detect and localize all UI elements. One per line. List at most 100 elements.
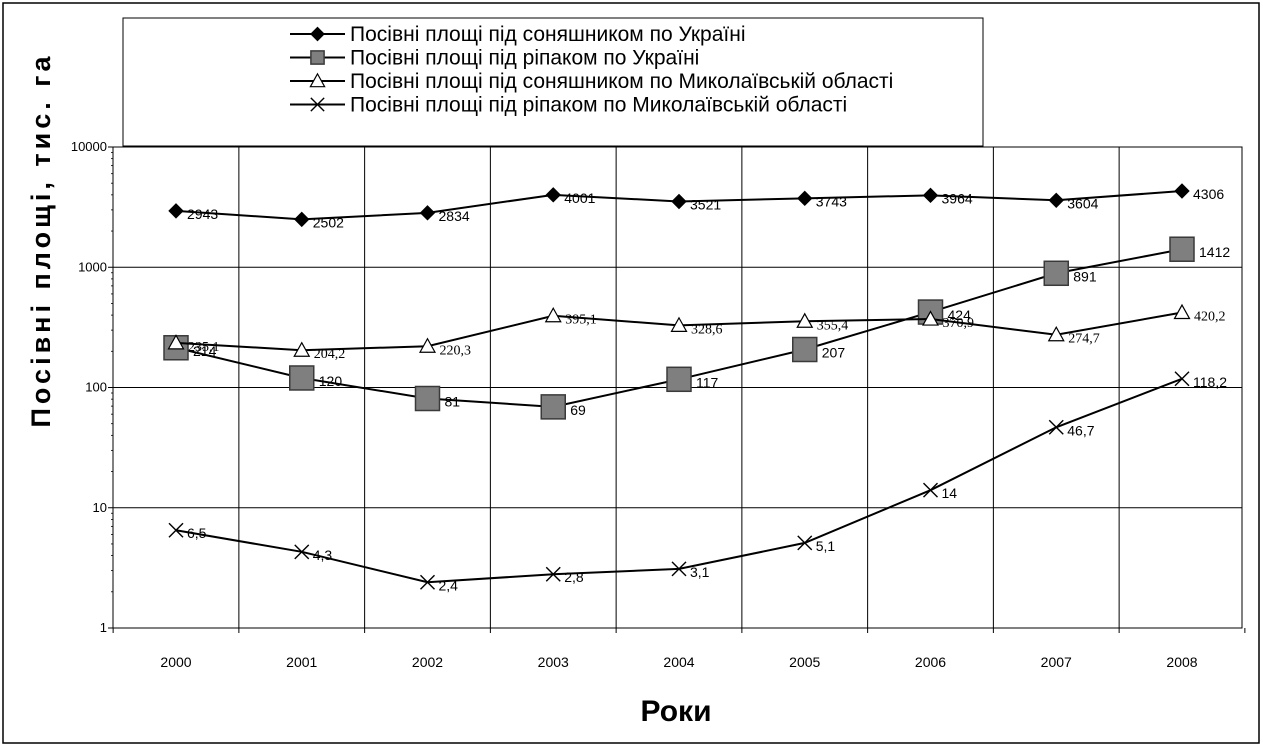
x-tick-label: 2007: [1041, 654, 1072, 670]
point-marker-stroke: [923, 482, 938, 498]
legend-item-1: Посівні площі під соняшником по Україні: [290, 23, 746, 46]
data-label: 395,1: [565, 313, 597, 328]
point-marker: [1048, 419, 1064, 435]
legend-label: Посівні площі під соняшником по Україні: [350, 23, 746, 46]
point-marker: [797, 535, 813, 551]
legend-label: Посівні площі під ріпаком по Миколаївськ…: [350, 94, 847, 117]
x-axis: 2000 2001 2002 2003 2004 2005 2006 2007 2008: [112, 628, 1246, 670]
point-marker-stroke: [1174, 371, 1190, 387]
point-marker: [293, 341, 311, 357]
point-marker-stroke: [1048, 419, 1064, 435]
y-tick-label: 10: [93, 500, 107, 515]
point-marker: [1047, 325, 1065, 342]
data-label: 5,1: [816, 538, 836, 554]
x-axis-title: Роки: [640, 695, 711, 728]
series-2: 214 120 81 69 117 207 424 891 1412: [163, 236, 1230, 420]
data-label: 214: [193, 343, 217, 359]
data-label: 2,8: [564, 569, 584, 585]
x-tick-label: 2003: [538, 654, 569, 670]
point-marker: [294, 211, 310, 228]
point-marker: [310, 97, 325, 112]
legend-item-3: Посівні площі під соняшником по Миколаїв…: [290, 70, 893, 93]
point-marker: [671, 193, 687, 210]
data-label: 3743: [816, 193, 847, 209]
point-marker: [671, 561, 687, 577]
point-marker: [310, 50, 325, 65]
data-label: 891: [1073, 268, 1097, 284]
point-marker-stroke: [797, 535, 813, 551]
point-marker: [420, 574, 435, 590]
point-marker: [1174, 371, 1190, 387]
data-label: 1412: [1199, 244, 1230, 260]
point-marker-stroke: [671, 561, 687, 577]
data-label: 6,5: [187, 525, 207, 541]
data-label: 81: [445, 394, 461, 410]
point-marker: [1169, 236, 1195, 262]
point-marker: [545, 187, 561, 203]
y-tick-label: 1000: [78, 259, 107, 274]
x-tick-label: 2001: [286, 654, 317, 670]
y-tick-label: 100: [85, 380, 107, 395]
legend-label: Посівні площі під соняшником по Миколаїв…: [350, 70, 893, 93]
point-marker: [1043, 260, 1069, 287]
legend: Посівні площі під соняшником по Україні П…: [290, 23, 893, 117]
data-label: 118,2: [1193, 374, 1227, 390]
data-label: 3604: [1067, 195, 1098, 211]
point-marker: [414, 385, 441, 412]
point-marker: [309, 72, 326, 88]
point-marker: [796, 312, 814, 328]
point-marker: [1174, 183, 1190, 199]
data-label: 2502: [313, 214, 344, 230]
data-label: 2943: [187, 206, 218, 222]
point-marker: [922, 187, 939, 204]
data-label: 328,6: [691, 322, 723, 337]
series-1: 2943 2502 2834 4001 3521 3743 3964 3604 4306: [168, 183, 1224, 230]
series-3: 235,1 204,2 220,3 395,1 328,6 355,4 370,9 274,7…: [167, 303, 1226, 362]
data-label: 46,7: [1067, 422, 1094, 438]
point-marker-stroke: [168, 522, 184, 538]
data-label: 235,1: [188, 340, 220, 355]
data-label: 2834: [439, 208, 470, 224]
point-marker: [168, 203, 184, 219]
y-tick-label: 1: [100, 620, 107, 635]
legend-item-4: Посівні площі під ріпаком по Миколаївськ…: [290, 94, 847, 117]
data-label: 370,9: [943, 316, 975, 331]
x-tick-label: 2006: [915, 654, 946, 670]
point-marker-stroke: [420, 574, 435, 590]
series-group: 2943 2502 2834 4001 3521 3743 3964 3604 4306 214 1…: [163, 183, 1230, 593]
data-label: 3964: [942, 190, 973, 206]
data-label: 207: [822, 345, 846, 361]
y-axis: 1 10 100 1000 10000: [71, 139, 113, 635]
y-axis-title: Посівні площі, тис. га: [26, 53, 56, 428]
point-marker: [666, 366, 692, 393]
point-marker: [540, 394, 566, 420]
point-marker: [792, 336, 818, 363]
data-label: 355,4: [817, 318, 849, 333]
point-marker: [797, 190, 813, 207]
point-marker: [418, 337, 437, 353]
x-tick-label: 2005: [789, 654, 820, 670]
y-tick-label: 10000: [71, 139, 107, 154]
data-label: 204,2: [314, 347, 346, 362]
point-marker: [310, 26, 325, 42]
x-tick-label: 2002: [412, 654, 443, 670]
point-marker: [168, 522, 184, 538]
point-marker: [921, 310, 940, 326]
data-label: 2,4: [439, 577, 459, 593]
data-label: 4001: [564, 190, 595, 206]
data-label: 117: [696, 374, 719, 390]
point-marker: [544, 307, 562, 323]
x-tick-label: 2004: [663, 654, 694, 670]
point-marker: [294, 544, 310, 560]
x-tick-label: 2000: [160, 654, 191, 670]
data-label: 420,2: [1194, 310, 1226, 325]
point-marker: [1048, 192, 1064, 209]
data-label: 4,3: [313, 547, 333, 563]
point-marker: [167, 334, 185, 350]
point-marker: [670, 316, 688, 332]
point-marker-stroke: [545, 566, 561, 582]
data-label: 69: [570, 402, 586, 418]
data-label: 424: [948, 307, 972, 323]
